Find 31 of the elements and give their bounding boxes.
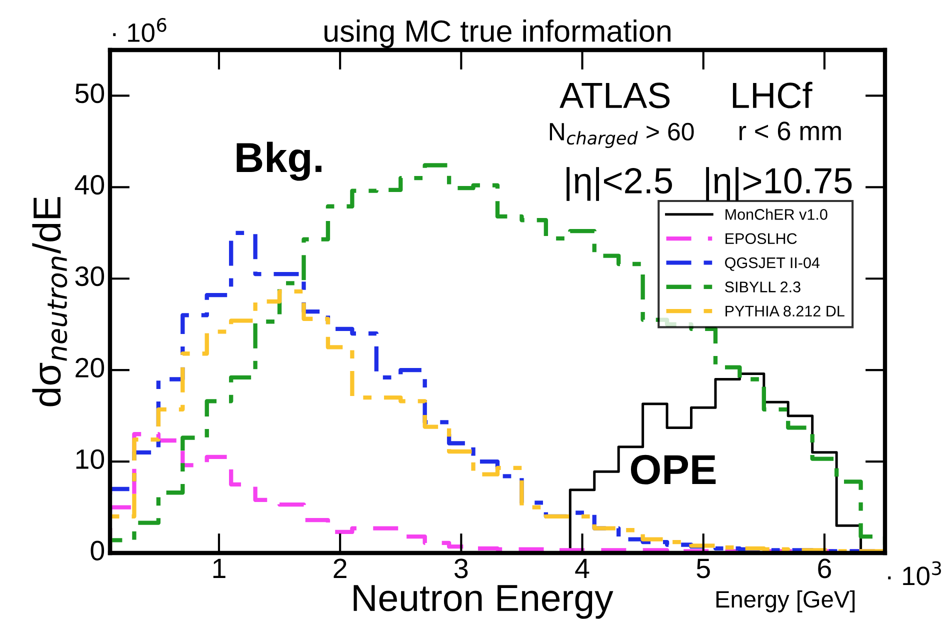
annotation: N$_{charged}$ > 60: [550, 122, 694, 148]
annotation: OPE: [630, 454, 716, 484]
annotation: Bkg.: [236, 142, 322, 181]
y-tick-label: 40: [74, 174, 104, 195]
text: · 10$^{3}$: [888, 561, 941, 586]
annotation: LHCf: [732, 82, 812, 108]
y-tick-label: 10: [76, 449, 104, 469]
legend-label: PYTHIA 8.212 DL: [726, 306, 844, 317]
legend-label: SIBYLL 2.3: [725, 282, 800, 292]
x-tick-label: 4: [575, 558, 590, 578]
x-axis-title: Neutron Energy: [354, 585, 614, 619]
legend-label: EPOSLHC: [726, 233, 797, 244]
x-tick-label: 6: [818, 558, 831, 578]
y-tick-label: 30: [75, 266, 104, 286]
x-tick-label: 3: [454, 558, 468, 578]
annotation: ATLAS: [560, 82, 670, 108]
y-axis-title: dσ$_{neutron}$/dE: [32, 197, 68, 406]
legend-label: MonChER v1.0: [726, 208, 828, 220]
y-tick-label: 20: [76, 358, 104, 378]
annotation: |η|>10.75: [706, 167, 852, 201]
legend-label: QGSJET II-04: [725, 257, 820, 271]
annotation: |η|<2.5: [566, 167, 672, 201]
y-tick-label: 0: [90, 540, 104, 560]
text: Energy [GeV]: [716, 590, 855, 612]
y-tick-label: 50: [75, 84, 104, 104]
x-tick-label: 5: [696, 558, 710, 578]
annotation: r < 6 mm: [740, 122, 841, 140]
text: · 10$^{6}$: [113, 18, 166, 42]
x-tick-label: 1: [213, 558, 226, 578]
x-tick-label: 2: [334, 558, 346, 578]
chart-title: using MC true information: [324, 20, 670, 48]
